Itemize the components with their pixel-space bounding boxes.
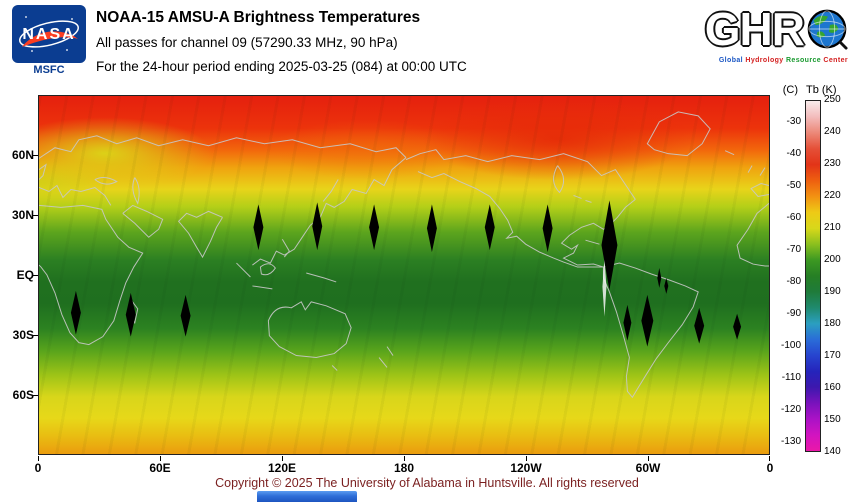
kelvin-tick: 250	[824, 94, 841, 105]
colorbar-kelvin-unit: Tb (K)	[806, 84, 837, 96]
ghrc-logo: GHR Global Hydrology Resource Center	[705, 2, 848, 64]
lon-label-120w: 120W	[510, 461, 542, 475]
axis-tick	[33, 155, 38, 156]
lat-label-30n: 30N	[11, 208, 34, 222]
ghrc-tagline-word-global: Global	[718, 57, 744, 64]
axis-tick	[160, 456, 161, 461]
colorbar-celsius-unit: (C)	[782, 84, 798, 96]
lon-label-0e: 0	[34, 461, 42, 475]
celsius-tick: -50	[786, 180, 801, 191]
kelvin-tick: 210	[824, 222, 841, 233]
lat-label-60n: 60N	[11, 148, 34, 162]
ghrc-letters: GHR	[704, 3, 805, 55]
celsius-tick: -60	[786, 212, 801, 223]
axis-tick	[404, 456, 405, 461]
map-overlay	[39, 111, 769, 399]
coastlines	[39, 111, 769, 399]
page-title: NOAA-15 AMSU-A Brightness Temperatures	[96, 9, 421, 26]
brightness-temperature-map	[38, 95, 770, 455]
kelvin-tick: 200	[824, 254, 841, 265]
celsius-tick: -80	[786, 276, 801, 287]
axis-tick	[526, 456, 527, 461]
data-gap-shapes	[70, 200, 742, 347]
celsius-tick: -130	[780, 436, 801, 447]
kelvin-tick: 180	[824, 318, 841, 329]
axis-tick	[33, 335, 38, 336]
axis-tick	[282, 456, 283, 461]
axis-tick	[33, 395, 38, 396]
ghrc-logo-row: GHR	[705, 2, 848, 56]
lon-label-60w: 60W	[635, 461, 661, 475]
axis-tick	[769, 456, 770, 461]
subtitle-channel: All passes for channel 09 (57290.33 MHz,…	[96, 35, 398, 50]
ghrc-tagline-word-hydrology: Hydrology	[745, 57, 784, 64]
kelvin-tick: 160	[824, 382, 841, 393]
kelvin-tick: 240	[824, 126, 841, 137]
kelvin-tick: 170	[824, 350, 841, 361]
nasa-swoosh-icon	[22, 31, 78, 47]
celsius-tick: -40	[786, 148, 801, 159]
ghrc-tagline: Global Hydrology Resource Center	[705, 57, 848, 64]
ghrc-tagline-word-center: Center	[823, 57, 848, 64]
lon-label-0w: 0	[766, 461, 774, 475]
kelvin-tick: 230	[824, 158, 841, 169]
axis-tick	[648, 456, 649, 461]
celsius-tick: -100	[780, 340, 801, 351]
msfc-label: MSFC	[33, 64, 65, 76]
lat-label-30s: 30S	[12, 328, 34, 342]
ghrc-tagline-word-resource: Resource	[785, 57, 822, 64]
subtitle-period: For the 24-hour period ending 2025-03-25…	[96, 59, 467, 74]
copyright-text: Copyright © 2025 The University of Alaba…	[215, 476, 639, 490]
kelvin-tick: 140	[824, 446, 841, 457]
axis-tick	[33, 215, 38, 216]
nasa-orbit-icon	[19, 20, 79, 48]
lon-label-180: 180	[393, 461, 415, 475]
celsius-tick: -30	[786, 116, 801, 127]
lon-label-60e: 60E	[149, 461, 171, 475]
taskbar-button-fragment[interactable]	[257, 491, 357, 502]
celsius-tick: -110	[781, 372, 801, 383]
lat-label-eq: EQ	[16, 268, 34, 282]
lat-label-60s: 60S	[12, 388, 34, 402]
kelvin-tick: 190	[824, 286, 841, 297]
lon-label-120e: 120E	[267, 461, 297, 475]
magnifier-handle-icon	[838, 40, 848, 50]
nasa-logo-text: NASA	[22, 26, 75, 43]
colorbar	[805, 100, 821, 452]
kelvin-tick: 150	[824, 414, 841, 425]
celsius-tick: -70	[786, 244, 801, 255]
axis-tick	[38, 456, 39, 461]
nasa-logo: NASA	[12, 5, 86, 63]
celsius-tick: -90	[786, 308, 801, 319]
axis-tick	[33, 275, 38, 276]
celsius-tick: -120	[780, 404, 801, 415]
kelvin-tick: 220	[824, 190, 841, 201]
ghrc-globe-icon	[807, 9, 848, 50]
